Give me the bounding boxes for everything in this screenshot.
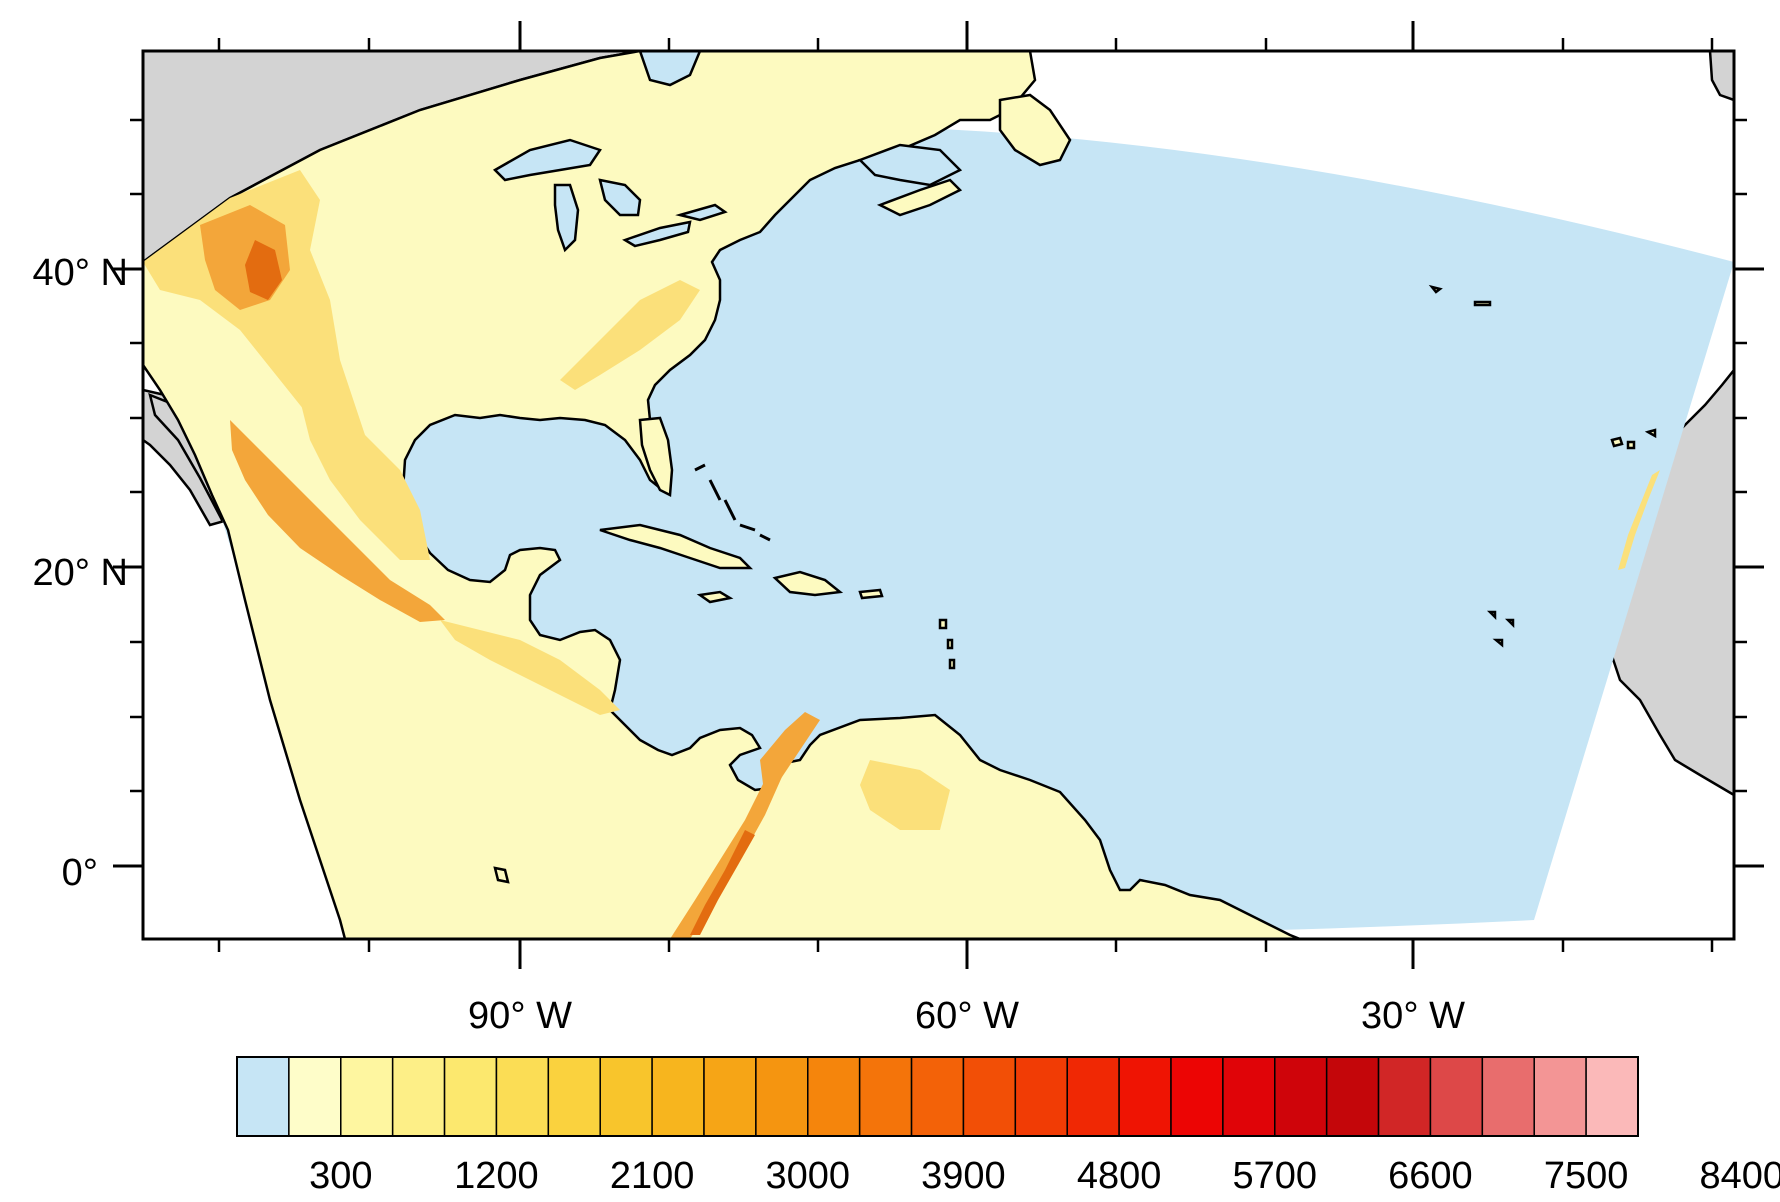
colorbar-box <box>807 1056 861 1137</box>
land-newfoundland <box>998 93 1072 167</box>
colorbar-label: 5700 <box>1233 1155 1318 1197</box>
colorbar-box <box>547 1056 601 1137</box>
highlands-andes <box>670 730 805 939</box>
colorbar-label: 3900 <box>921 1155 1006 1197</box>
colorbar-label: 1200 <box>454 1155 539 1197</box>
colorbar-label: 300 <box>309 1155 372 1197</box>
colorbar-box <box>910 1056 965 1137</box>
land-nova-scotia <box>876 178 963 217</box>
islands-azores <box>1428 284 1492 307</box>
lake-huron <box>598 178 642 217</box>
colorbar-label: 6600 <box>1388 1155 1473 1197</box>
lat-label-20n: 20° N <box>33 552 128 594</box>
lat-label-40n: 40° N <box>33 252 128 294</box>
colorbar-box <box>1481 1056 1535 1137</box>
colorbar-box <box>1325 1056 1380 1137</box>
colorbar-box <box>858 1056 913 1137</box>
colorbar-frame <box>236 1056 1639 1137</box>
island-cuba <box>599 523 754 570</box>
land-north-america <box>143 51 1301 939</box>
colorbar-box <box>1014 1056 1068 1137</box>
colorbar-box <box>1585 1056 1639 1137</box>
colorbar-box <box>443 1056 498 1137</box>
island-puerto-rico <box>858 588 884 600</box>
highlands-sierra-madre <box>230 420 445 622</box>
colorbar-box <box>340 1056 394 1137</box>
hudson-bay-inlet <box>638 51 702 87</box>
colorbar-box <box>1170 1056 1224 1137</box>
gulf-st-lawrence <box>857 143 963 187</box>
lon-label-30w: 30° W <box>1361 995 1465 1037</box>
highlands-western-us <box>143 170 380 480</box>
colorbar-label: 8400 <box>1700 1155 1780 1197</box>
lake-ontario <box>675 203 728 222</box>
colorbar-box <box>288 1056 342 1137</box>
colorbar-label: 2100 <box>610 1155 695 1197</box>
outside-land-northeast <box>1708 51 1734 102</box>
colorbar-box <box>962 1056 1017 1137</box>
colorbar-label: 4800 <box>1077 1155 1162 1197</box>
islands-bahamas <box>694 463 771 542</box>
highlands-mexico-plateau <box>300 400 430 560</box>
map-frame <box>141 49 1736 941</box>
map-panel <box>143 51 1734 939</box>
longitude-labels: 90° W 60° W 30° W <box>468 995 1465 1037</box>
colorbar-box <box>1533 1056 1587 1137</box>
island-jamaica <box>696 590 734 604</box>
colorbar-box <box>1066 1056 1120 1137</box>
colorbar-labels: 300 1200 2100 3000 3900 4800 5700 6600 7500 8400 <box>309 1155 1780 1197</box>
highlands-appalachians <box>560 280 700 390</box>
highlands-guiana <box>860 760 950 830</box>
islands-canaries <box>1610 428 1657 450</box>
highlands-rockies-peak <box>245 240 282 300</box>
land-florida <box>638 416 674 497</box>
colorbar <box>236 1056 1639 1137</box>
islands-lesser-antilles <box>938 618 956 670</box>
lake-superior <box>492 138 602 182</box>
island-hispaniola <box>772 570 844 597</box>
lon-label-60w: 60° W <box>915 995 1019 1037</box>
colorbar-box <box>1222 1056 1276 1137</box>
islands-cape-verde <box>1486 610 1515 648</box>
highlands-andes-peak <box>690 830 755 935</box>
land-africa-coast <box>1618 470 1660 570</box>
lat-label-0: 0° <box>62 852 98 894</box>
lon-label-90w: 90° W <box>468 995 572 1037</box>
colorbar-box <box>703 1056 757 1137</box>
colorbar-box <box>599 1056 653 1137</box>
colorbar-box <box>1118 1056 1172 1137</box>
highlands-central-america <box>440 620 620 715</box>
lake-erie <box>622 220 692 248</box>
axis-ticks <box>113 21 1764 969</box>
colorbar-box <box>1377 1056 1432 1137</box>
colorbar-label: 7500 <box>1544 1155 1629 1197</box>
colorbar-box <box>391 1056 446 1137</box>
colorbar-box <box>1274 1056 1328 1137</box>
colorbar-box <box>1429 1056 1484 1137</box>
lake-michigan <box>553 183 580 253</box>
islands-galapagos <box>493 866 510 884</box>
colorbar-box <box>236 1056 290 1137</box>
colorbar-box <box>651 1056 705 1137</box>
latitude-labels: 40° N 20° N 0° <box>33 252 128 894</box>
colorbar-box <box>495 1056 550 1137</box>
colorbar-label: 3000 <box>766 1155 851 1197</box>
colorbar-box <box>755 1056 809 1137</box>
